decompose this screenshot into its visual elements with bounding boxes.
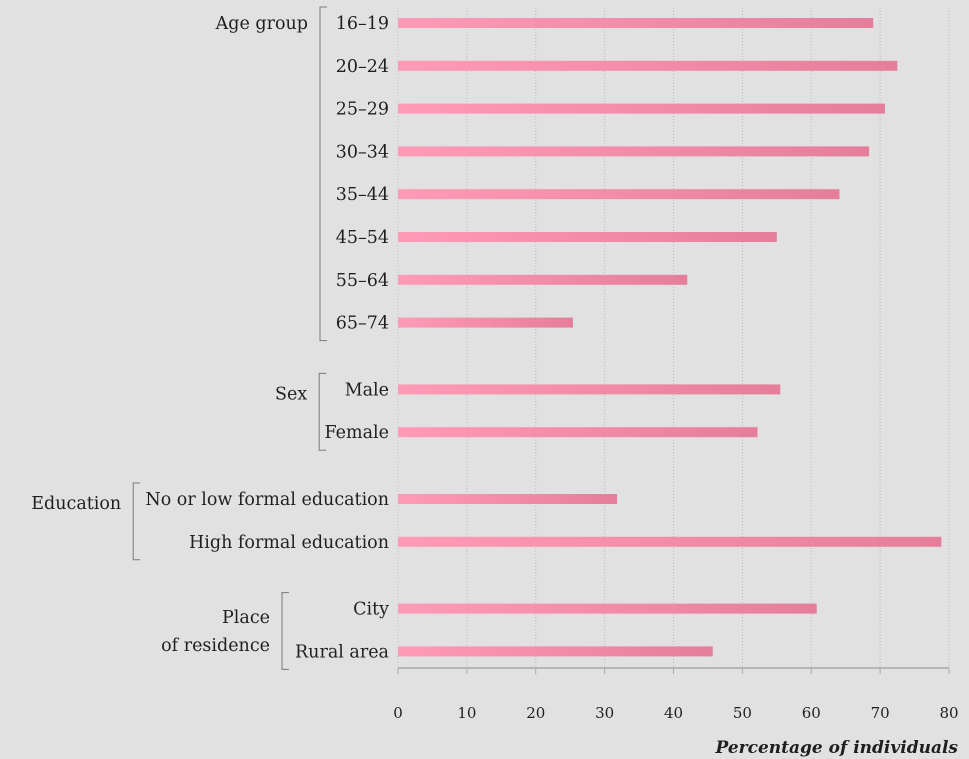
group-label-age-group: Age group xyxy=(215,14,308,34)
bracket-place-of-residence xyxy=(281,592,289,670)
category-label-55-64: 55–64 xyxy=(336,271,389,291)
category-label-45-54: 45–54 xyxy=(336,228,389,248)
bar-45-54 xyxy=(398,232,777,242)
bar-high-formal-education xyxy=(398,536,942,547)
bar-city xyxy=(398,603,817,614)
x-tick-label-0: 0 xyxy=(393,704,403,722)
category-label-female: Female xyxy=(324,423,389,443)
bar-16-19 xyxy=(398,18,874,28)
bracket-sex xyxy=(318,372,327,451)
category-label-25-29: 25–29 xyxy=(336,100,389,120)
bar-rural-area xyxy=(398,646,713,657)
bracket-education xyxy=(132,482,141,561)
bar-65-74 xyxy=(398,317,573,328)
category-label-male: Male xyxy=(345,380,389,400)
x-tick-label-50: 50 xyxy=(733,704,752,722)
x-axis-title: Percentage of individuals xyxy=(715,738,959,758)
gridlines xyxy=(397,8,950,668)
category-label-20-24: 20–24 xyxy=(336,57,389,77)
bar-25-29 xyxy=(398,103,885,114)
bars xyxy=(398,18,942,657)
bar-male xyxy=(398,384,781,395)
category-label-35-44: 35–44 xyxy=(336,185,389,205)
bracket-age-group xyxy=(319,6,327,342)
bar-55-64 xyxy=(398,274,688,285)
x-tick-label-10: 10 xyxy=(457,704,476,722)
bar-35-44 xyxy=(398,189,840,200)
x-tick-label-80: 80 xyxy=(939,704,958,722)
group-label-sex: Sex xyxy=(275,384,307,404)
bar-no-or-low-formal-education xyxy=(398,494,618,504)
category-labels: 16–19 20–24 25–29 30–34 35–44 45–54 55–64 65–74… xyxy=(145,14,389,662)
category-label-no-or-low-formal-education: No or low formal education xyxy=(145,490,389,510)
bar-20-24 xyxy=(398,60,898,71)
x-tick-label-70: 70 xyxy=(871,704,890,722)
x-tick-label-30: 30 xyxy=(595,704,614,722)
group-label-of-residence: of residence xyxy=(161,636,270,656)
bar-30-34 xyxy=(398,146,870,157)
category-label-65-74: 65–74 xyxy=(336,314,389,334)
category-label-city: City xyxy=(353,600,389,620)
group-brackets xyxy=(132,6,327,670)
category-label-30-34: 30–34 xyxy=(336,142,389,162)
group-label-education: Education xyxy=(31,494,121,514)
bar-female xyxy=(398,427,758,438)
x-tick-label-60: 60 xyxy=(802,704,821,722)
category-label-rural-area: Rural area xyxy=(295,642,389,662)
group-label-place: Place xyxy=(222,608,270,628)
x-tick-label-40: 40 xyxy=(664,704,683,722)
group-labels: Age group Sex Education Place of residence xyxy=(31,14,308,656)
category-label-high-formal-education: High formal education xyxy=(189,533,389,553)
x-tick-label-20: 20 xyxy=(526,704,545,722)
x-axis-ticks: 0 10 20 30 40 50 60 70 80 xyxy=(393,668,959,722)
category-label-16-19: 16–19 xyxy=(336,14,389,34)
